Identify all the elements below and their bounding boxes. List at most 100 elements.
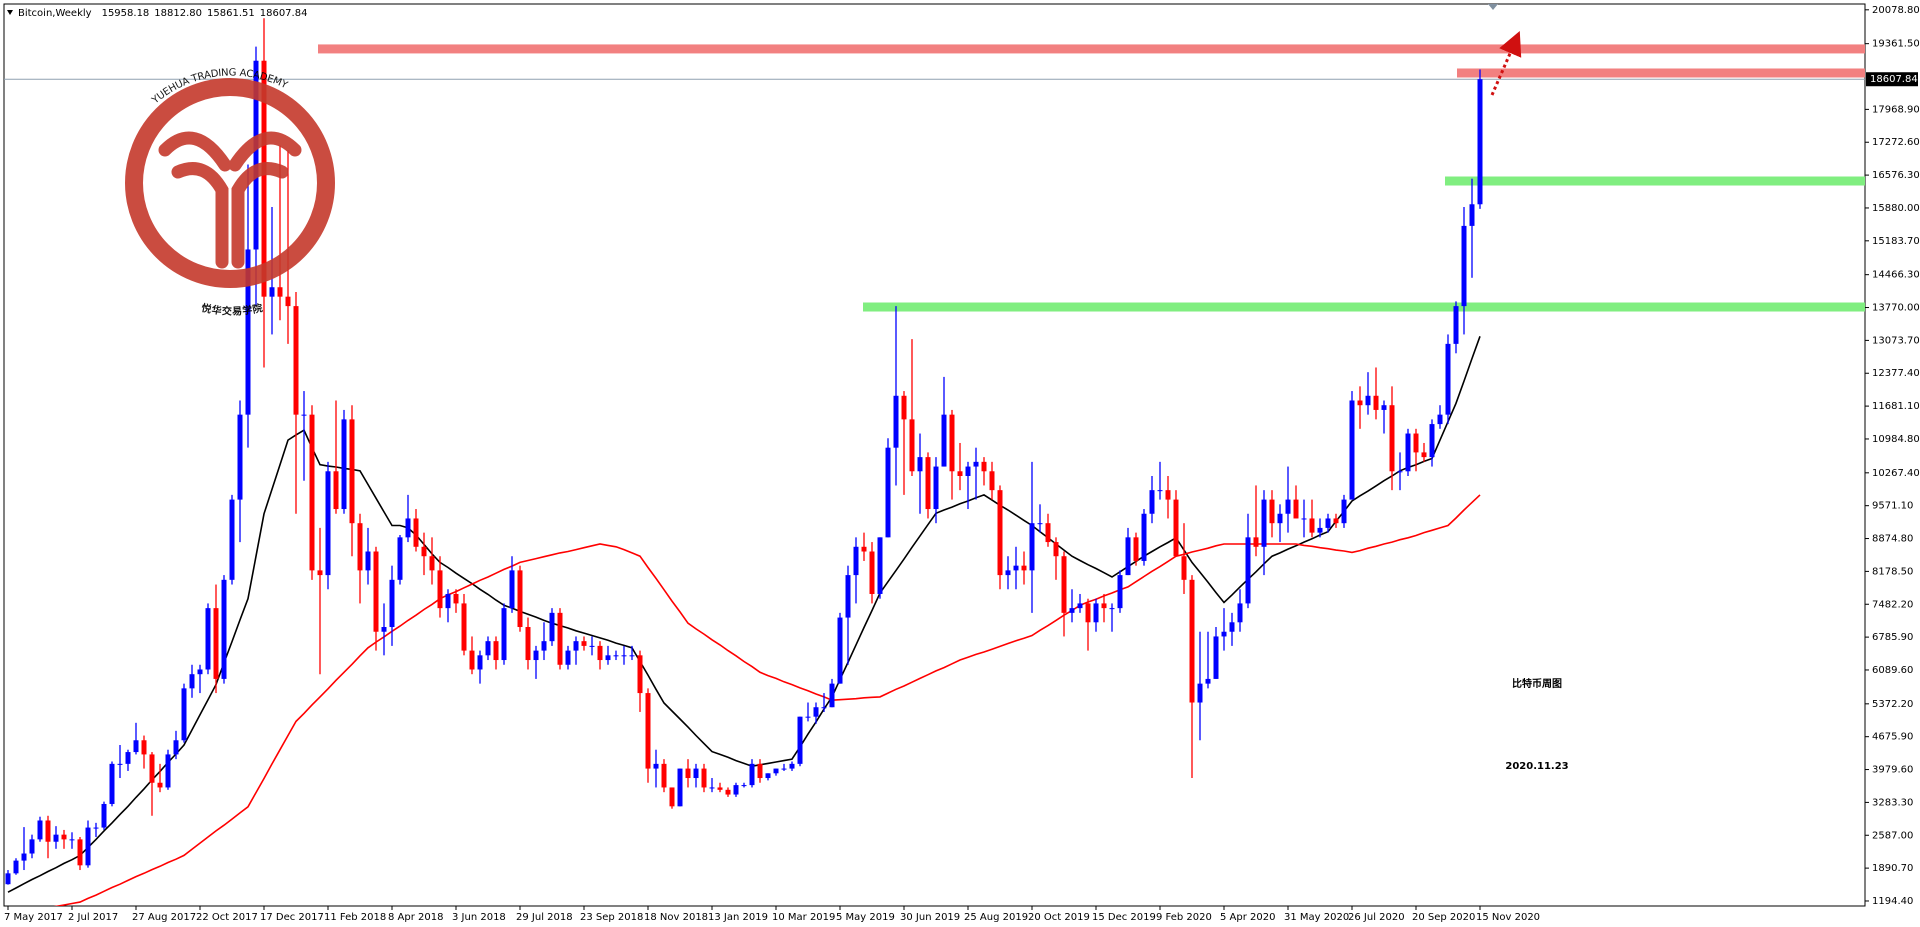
candle-body	[405, 518, 411, 538]
candle-body	[733, 785, 739, 795]
candle-body	[773, 768, 779, 774]
level-zone	[318, 44, 1865, 54]
candle-body	[493, 641, 499, 661]
candle-body	[1461, 225, 1467, 307]
candle-body	[661, 763, 667, 788]
candle-body	[1205, 678, 1211, 684]
candle-body	[1389, 405, 1395, 472]
x-tick-label: 9 Feb 2020	[1156, 912, 1212, 923]
candle-body	[989, 471, 995, 491]
x-tick-label: 26 Jul 2020	[1348, 912, 1405, 923]
candle-body	[261, 60, 267, 297]
candle-body	[629, 655, 635, 657]
candle-body	[1309, 518, 1315, 533]
candle-body	[1349, 400, 1355, 500]
candle-body	[1109, 608, 1115, 610]
candle-body	[1477, 79, 1483, 205]
candle-body	[677, 768, 683, 807]
x-tick-label: 8 Apr 2018	[388, 912, 443, 923]
x-tick-label: 30 Jun 2019	[900, 912, 960, 923]
candle-body	[1165, 490, 1171, 500]
candle-body	[1085, 603, 1091, 623]
current-price-label: 18607.84	[1870, 74, 1918, 85]
y-tick-label: 1194.40	[1872, 896, 1913, 907]
candle-body	[229, 499, 235, 580]
candle-body	[285, 296, 291, 307]
candle-body	[397, 537, 403, 580]
annotation-date: 2020.11.23	[1505, 761, 1568, 772]
x-tick-label: 20 Sep 2020	[1412, 912, 1475, 923]
info-arrow	[7, 10, 13, 15]
y-tick-label: 12377.40	[1872, 368, 1920, 379]
candle-body	[157, 782, 163, 788]
candle-body	[21, 853, 27, 861]
candle-body	[605, 655, 611, 661]
candle-body	[29, 839, 35, 854]
candle-body	[1053, 542, 1059, 557]
current-price-box	[1866, 72, 1918, 87]
candle-body	[61, 834, 67, 840]
candle-body	[1189, 579, 1195, 703]
candle-body	[357, 523, 363, 571]
candle-body	[453, 593, 459, 604]
candle-body	[253, 60, 259, 250]
candle-body	[1125, 537, 1131, 576]
x-tick-label: 11 Feb 2018	[324, 912, 386, 923]
candle-body	[1437, 414, 1443, 425]
candle-body	[653, 763, 659, 769]
candle-body	[1397, 471, 1403, 473]
candle-body	[1261, 499, 1267, 547]
candle-body	[717, 787, 723, 790]
x-tick-label: 25 Aug 2019	[964, 912, 1028, 923]
x-tick-label: 20 Oct 2019	[1028, 912, 1090, 923]
candle-body	[901, 395, 907, 420]
y-tick-label: 11681.10	[1872, 401, 1920, 412]
candle-body	[1021, 565, 1027, 571]
candle-body	[1077, 603, 1083, 609]
y-tick-label: 15183.70	[1872, 236, 1920, 247]
plot-area	[4, 18, 1865, 906]
candle-body	[309, 414, 315, 571]
x-tick-label: 23 Sep 2018	[580, 912, 643, 923]
candle-body	[565, 650, 571, 665]
candle-body	[1221, 631, 1227, 637]
candle-body	[445, 593, 451, 609]
candle-body	[925, 457, 931, 510]
candle-body	[621, 655, 627, 657]
candle-body	[1469, 204, 1475, 226]
candle-body	[461, 603, 467, 651]
candle-body	[781, 768, 787, 770]
candle-body	[197, 669, 203, 675]
candle-body	[1237, 603, 1243, 623]
candle-body	[981, 461, 987, 472]
y-tick-label: 14466.30	[1872, 270, 1920, 281]
candle-body	[165, 754, 171, 788]
x-tick-label: 29 Jul 2018	[516, 912, 573, 923]
candle-body	[805, 716, 811, 718]
candle-body	[877, 537, 883, 594]
candle-body	[1061, 556, 1067, 613]
candle-body	[973, 461, 979, 467]
candle-body	[765, 773, 771, 779]
y-tick-label: 17272.60	[1872, 137, 1920, 148]
y-tick-label: 4675.90	[1872, 732, 1913, 743]
candle-body	[637, 655, 643, 694]
y-tick-label: 15880.00	[1872, 203, 1920, 214]
y-tick-label: 6785.90	[1872, 632, 1913, 643]
candle-body	[333, 471, 339, 510]
candle-body	[1005, 570, 1011, 576]
y-tick-label: 9571.10	[1872, 501, 1913, 512]
candle-body	[1133, 537, 1139, 561]
candle-body	[1141, 513, 1147, 561]
candle-body	[93, 827, 99, 829]
candle-body	[1317, 527, 1323, 533]
candle-body	[133, 740, 139, 753]
candle-body	[1101, 603, 1107, 609]
candle-body	[997, 490, 1003, 576]
y-tick-label: 3283.30	[1872, 797, 1913, 808]
y-tick-label: 10984.80	[1872, 434, 1920, 445]
ma-line	[53, 494, 1481, 906]
candle-body	[597, 645, 603, 661]
